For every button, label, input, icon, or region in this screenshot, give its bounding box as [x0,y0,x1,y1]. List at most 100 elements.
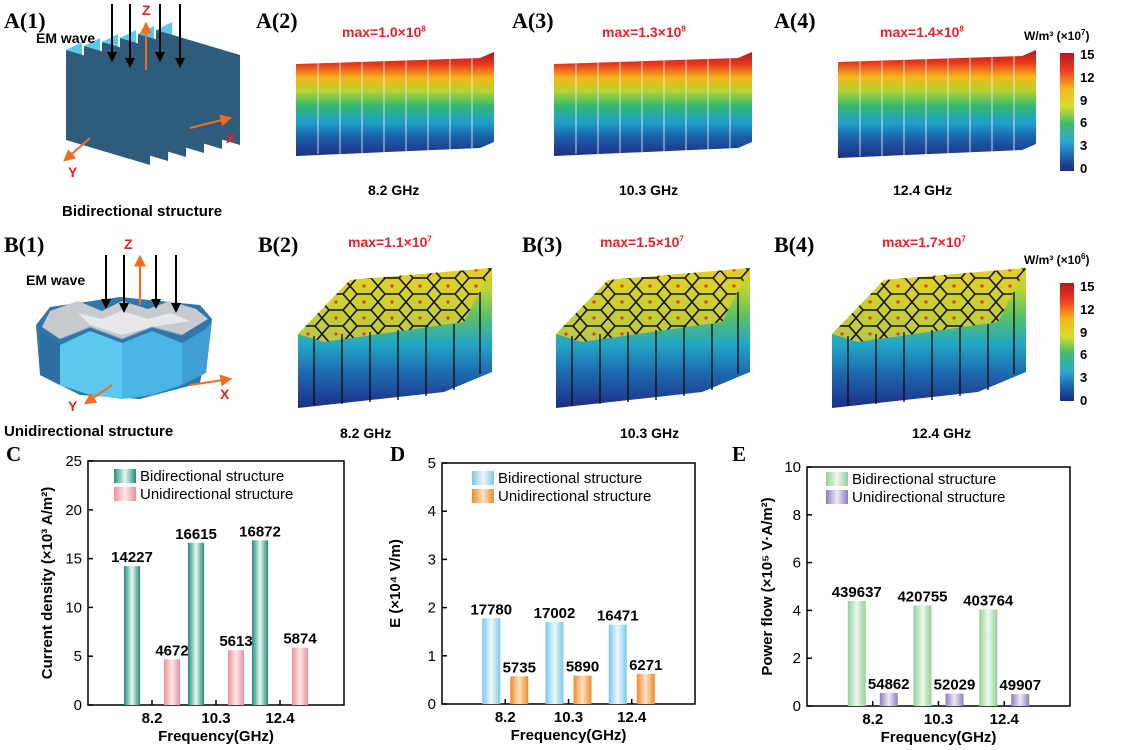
max-label-a3: max=1.3×108 [602,24,686,40]
data-label: 49907 [999,677,1041,694]
panel-label-a4: A(4) [774,8,816,33]
max-exp-a2: 8 [421,24,426,34]
axis-arrows-b [84,254,233,405]
em-wave-label-a: EM wave [36,30,96,46]
y-tick-label: 5 [74,648,82,665]
data-label: 16872 [239,523,281,540]
y-tick-label: 3 [428,551,436,568]
colorbar-b-tick: 12 [1080,301,1095,317]
panel-label-b4: B(4) [774,232,815,257]
colorbar-a-unit-close: ) [1085,29,1090,43]
y-tick-label: 15 [65,551,82,568]
max-label-b2: max=1.1×107 [348,234,432,250]
bar-chart-current-density: 0 5 10 15 20 25 8.2 14227 4672 10.3 16615 5613 12.4 1… [39,453,345,745]
y-tick-label: 25 [65,453,82,470]
max-text-b3: max=1.5×10 [600,234,680,250]
data-label: 420755 [897,588,947,605]
max-label-a4: max=1.4×108 [880,24,964,40]
panel-label-b3: B(3) [522,232,563,257]
max-label-b4: max=1.7×107 [882,234,966,250]
x-tick-label: 8.2 [862,711,883,728]
data-label: 5735 [503,659,536,676]
x-tick-label: 10.3 [554,709,583,726]
legend-label: Unidirectional structure [852,489,1005,506]
axis-arrows [63,21,233,162]
legend-label: Bidirectional structure [498,470,642,487]
bar-chart-power-flow: 0 2 4 6 8 10 8.2 439637 54862 10.3 420755 52029 12.4… [759,459,1071,746]
heatmap-b4 [832,268,1026,408]
data-label: 5874 [283,631,317,648]
panel-label-c: C [6,442,22,466]
bar-unidirectional [573,675,592,704]
y-tick-label: 20 [65,502,82,519]
data-label: 439637 [832,584,882,601]
y-tick-label: 6 [793,555,801,572]
colorbar-a-tick: 6 [1080,115,1088,131]
colorbar-b-tick: 9 [1080,324,1088,340]
honeycomb-body [36,297,212,399]
colorbar-b-tick: 3 [1080,370,1088,386]
legend-label: Unidirectional structure [140,486,293,503]
heatmap-a3 [554,52,752,156]
max-text-a3: max=1.3×10 [602,24,682,40]
colorbar-a-unit-exp: 7 [1081,28,1086,37]
colorbar-b-unit: W/m³ (×106) [1024,252,1089,267]
data-label: 54862 [868,676,910,693]
colorbar-b-unit-text: W/m³ (×10 [1024,253,1082,267]
y-tick-label: 10 [784,459,801,476]
axis-x-label-a: X [226,130,236,146]
axis-z-label-a: Z [142,2,151,18]
bar-bidirectional [979,609,998,706]
axis-x-label-b: X [220,386,230,402]
colorbar-a-unit: W/m³ (×107) [1024,28,1089,43]
bar-bidirectional [482,618,501,704]
colorbar-b-tick: 6 [1080,347,1088,363]
x-axis-label: Frequency(GHz) [881,729,997,746]
colorbar-a-tick: 9 [1080,92,1088,108]
max-exp-a3: 8 [681,24,686,34]
y-axis-label: Current density (×10³ A/m²) [39,487,56,679]
bar-unidirectional [510,676,529,704]
data-label: 52029 [934,677,976,694]
y-tick-label: 0 [74,697,82,714]
bar-unidirectional [636,673,655,704]
x-tick-label: 8.2 [495,709,516,726]
bar-chart-electric-field: 0 1 2 3 4 5 8.2 17780 5735 10.3 17002 5890 12.4 16471… [387,455,696,744]
freq-label-b3: 10.3 GHz [620,425,680,441]
y-tick-label: 4 [793,602,801,619]
unidirectional-structure-illustration [36,254,233,405]
x-tick-label: 10.3 [201,710,230,727]
max-text-a2: max=1.0×10 [342,24,422,40]
legend-swatch [826,490,848,504]
max-exp-b3: 7 [679,234,684,244]
data-label: 16471 [597,608,639,625]
x-axis-label: Frequency(GHz) [511,727,627,744]
max-text-b2: max=1.1×10 [348,234,428,250]
caption-bidirectional: Bidirectional structure [62,203,223,220]
colorbar-a [1060,53,1074,171]
legend-swatch [472,489,494,503]
data-label: 4672 [155,642,188,659]
y-tick-label: 2 [793,650,801,667]
panel-label-a3: A(3) [512,8,554,33]
heatmap-a2 [296,52,494,156]
colorbar-b-unit-close: ) [1085,253,1090,267]
freq-label-b4: 12.4 GHz [912,425,972,441]
panel-label-e: E [732,442,747,466]
data-label: 5890 [566,659,599,676]
bar-bidirectional [913,605,932,706]
legend-swatch [114,487,136,501]
colorbar-a-tick: 12 [1080,69,1095,85]
heatmap-a4 [838,50,1036,158]
legend-label: Bidirectional structure [140,468,284,485]
panel-label-d: D [390,442,406,466]
colorbar-b [1060,283,1074,401]
y-tick-label: 1 [428,648,436,665]
em-wave-arrows-b [101,255,181,313]
y-tick-label: 10 [65,599,82,616]
x-tick-label: 12.4 [265,710,295,727]
legend-label: Unidirectional structure [498,488,651,505]
em-wave-arrows [107,4,185,68]
freq-label-a2: 8.2 GHz [368,182,420,198]
